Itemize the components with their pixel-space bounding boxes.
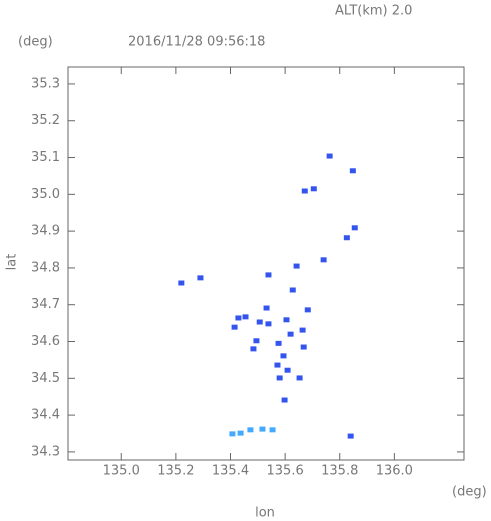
echo-cell xyxy=(304,307,311,313)
echo-cell xyxy=(351,225,358,231)
echo-cell xyxy=(299,327,306,333)
echo-cell xyxy=(259,426,266,432)
echo-cell xyxy=(289,287,296,293)
echo-cell xyxy=(178,280,185,286)
echo-cell xyxy=(256,319,263,325)
y-tick-label: 35.2 xyxy=(31,113,60,128)
plot-frame xyxy=(67,66,465,461)
echo-cell xyxy=(253,338,260,344)
y-tick-label: 34.7 xyxy=(31,297,60,312)
echo-cell xyxy=(284,367,291,373)
echo-cell xyxy=(235,315,242,321)
echo-cell xyxy=(283,317,290,323)
y-tick-label: 34.4 xyxy=(31,408,60,423)
echo-cell xyxy=(269,427,276,433)
echo-cell xyxy=(349,168,356,174)
y-tick-label: 34.8 xyxy=(31,260,60,275)
y-tick-label: 35.0 xyxy=(31,187,60,202)
echo-cell xyxy=(265,321,272,327)
echo-cell xyxy=(293,263,300,269)
echo-cell xyxy=(250,346,257,352)
y-unit: (deg) xyxy=(18,35,53,50)
x-tick-label: 135.8 xyxy=(321,464,358,479)
y-tick-label: 34.3 xyxy=(31,444,60,459)
y-tick-label: 34.6 xyxy=(31,334,60,349)
y-tick-label: 34.9 xyxy=(31,224,60,239)
echo-cell xyxy=(274,362,281,368)
x-axis-label: lon xyxy=(255,506,275,521)
echo-cell xyxy=(296,375,303,381)
echo-cell xyxy=(276,375,283,381)
x-tick-label: 136.0 xyxy=(376,464,413,479)
chart-title: 2016/11/28 09:56:18 xyxy=(128,35,265,50)
echo-cell xyxy=(320,257,327,263)
echo-cell xyxy=(300,344,307,350)
x-tick-label: 135.4 xyxy=(212,464,249,479)
y-tick-label: 35.3 xyxy=(31,76,60,91)
echo-cell xyxy=(265,272,272,278)
echo-cell xyxy=(280,353,287,359)
echo-cell xyxy=(263,305,270,311)
y-tick-label: 35.1 xyxy=(31,150,60,165)
echo-cell xyxy=(247,427,254,433)
echo-cell xyxy=(326,153,333,159)
echo-cell xyxy=(347,433,354,439)
echo-cell xyxy=(275,340,282,346)
echo-cell xyxy=(310,186,317,192)
x-unit: (deg) xyxy=(452,485,487,500)
x-tick-label: 135.0 xyxy=(103,464,140,479)
x-tick-label: 135.6 xyxy=(267,464,304,479)
echo-cell xyxy=(343,235,350,241)
y-tick-label: 34.5 xyxy=(31,371,60,386)
echo-cell xyxy=(231,324,238,330)
echo-cell xyxy=(281,397,288,403)
echo-cell xyxy=(237,430,244,436)
echo-cell xyxy=(242,314,249,320)
echo-cell xyxy=(197,275,204,281)
altitude-label: ALT(km) 2.0 xyxy=(335,4,412,19)
echo-cell xyxy=(229,431,236,437)
echo-cell xyxy=(301,188,308,194)
y-axis-label: lat xyxy=(5,254,20,271)
x-tick-label: 135.2 xyxy=(157,464,194,479)
echo-cell xyxy=(287,331,294,337)
